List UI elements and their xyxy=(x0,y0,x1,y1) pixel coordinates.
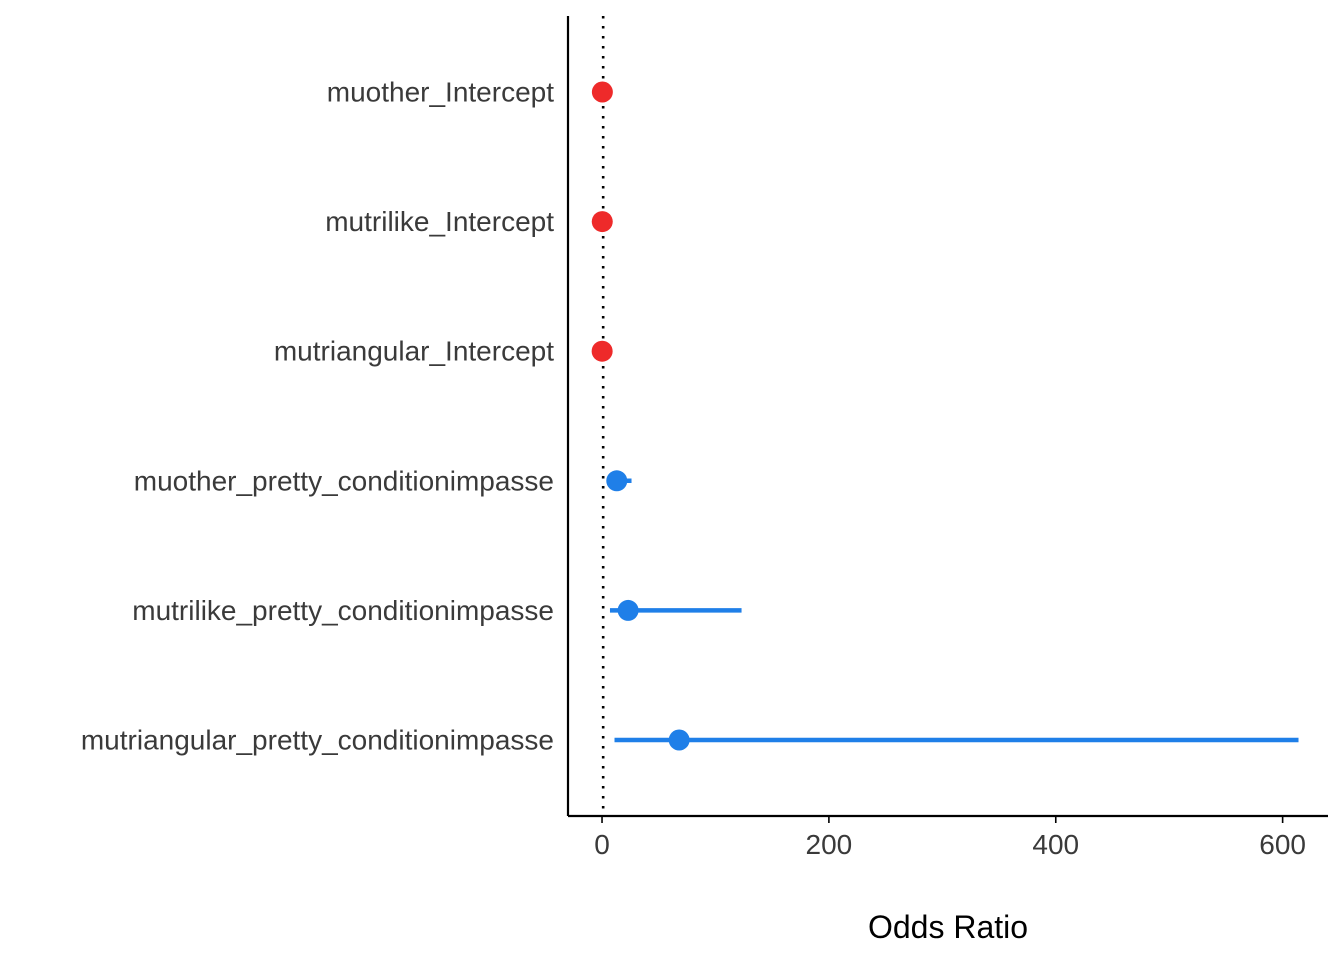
x-tick-label: 600 xyxy=(1259,829,1306,860)
y-tick-label: muother_pretty_conditionimpasse xyxy=(134,465,554,496)
row-mutriangular_pretty_conditionimpasse: mutriangular_pretty_conditionimpasse xyxy=(81,725,1299,756)
y-tick-label: muother_Intercept xyxy=(327,77,554,108)
x-ticks-layer: 0 200 400 600 xyxy=(594,816,1306,860)
y-tick-label: mutrilike_pretty_conditionimpasse xyxy=(132,595,554,626)
y-tick-label: mutrilike_Intercept xyxy=(325,206,554,237)
x-axis-title: Odds Ratio xyxy=(868,909,1028,945)
y-tick-label: mutriangular_pretty_conditionimpasse xyxy=(81,725,554,756)
row-mutrilike_Intercept: mutrilike_Intercept xyxy=(325,206,613,237)
point-estimate xyxy=(591,211,613,233)
point-estimate xyxy=(617,599,639,621)
row-mutriangular_Intercept: mutriangular_Intercept xyxy=(274,336,613,367)
point-estimate xyxy=(668,729,690,751)
row-mutrilike_pretty_conditionimpasse: mutrilike_pretty_conditionimpasse xyxy=(132,595,742,626)
x-tick-label: 0 xyxy=(594,829,610,860)
x-tick-label: 200 xyxy=(806,829,853,860)
point-estimate xyxy=(606,470,628,492)
row-muother_pretty_conditionimpasse: muother_pretty_conditionimpasse xyxy=(134,465,632,496)
x-tick-label: 400 xyxy=(1032,829,1079,860)
point-estimate xyxy=(591,81,613,103)
point-estimate xyxy=(591,340,613,362)
axes-layer xyxy=(566,16,1328,818)
rows-layer: muother_Intercept mutrilike_Interceptmutr… xyxy=(81,77,1299,756)
row-muother_Intercept: muother_Intercept xyxy=(327,77,613,108)
y-tick-label: mutriangular_Intercept xyxy=(274,336,554,367)
